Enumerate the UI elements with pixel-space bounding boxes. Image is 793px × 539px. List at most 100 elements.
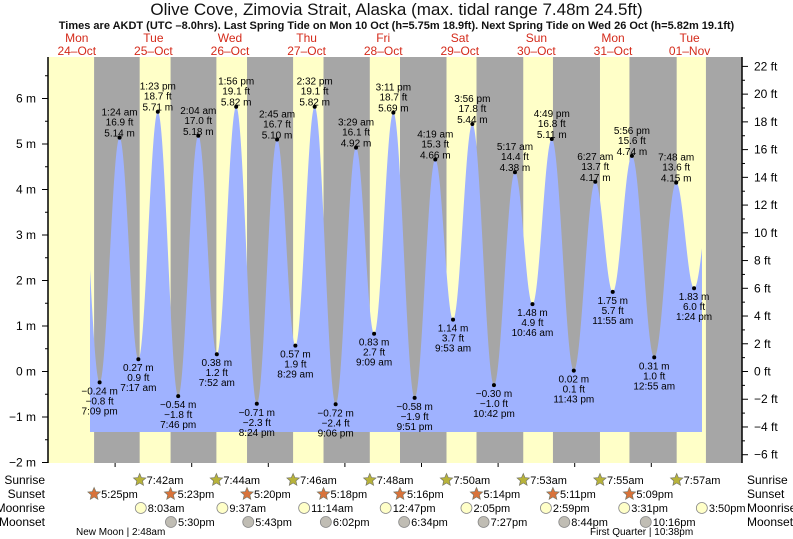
sunset-row-label-right: Sunset bbox=[747, 487, 785, 501]
sunset-time: 5:25pm bbox=[101, 489, 138, 501]
moonset-icon bbox=[639, 516, 652, 528]
day-labels: Mon24–OctTue25–OctWed26–OctThu27–OctFri2… bbox=[57, 31, 710, 58]
tide-time: 4:49 pm bbox=[534, 109, 570, 120]
moonrise-time: 8:03am bbox=[148, 503, 185, 515]
tide-height-m: 5.11 m bbox=[537, 130, 567, 141]
sunset-icon bbox=[239, 486, 255, 501]
moon-phase-first-quarter: First Quarter | 10:38pm bbox=[590, 527, 693, 538]
tide-height-m: 1.75 m bbox=[597, 296, 628, 307]
right-tick-label: −2 ft bbox=[754, 392, 778, 406]
left-tick-label: 4 m bbox=[16, 183, 36, 197]
tide-time: 6:27 am bbox=[577, 152, 613, 163]
moonset-time: 5:43pm bbox=[255, 517, 292, 529]
day-date: 27–Oct bbox=[287, 44, 326, 58]
tide-height-m: 4.38 m bbox=[500, 163, 531, 174]
moon-phase-new-moon: New Moon | 2:48am bbox=[76, 527, 165, 538]
tide-point bbox=[97, 380, 102, 385]
tide-time: 8:24 pm bbox=[239, 428, 275, 439]
sunrise-time: 7:57am bbox=[684, 475, 721, 487]
tide-point bbox=[136, 357, 141, 362]
moonrise-icon bbox=[618, 502, 631, 514]
tide-time: 7:46 pm bbox=[160, 420, 196, 431]
tide-height-m: −0.58 m bbox=[396, 402, 432, 413]
moonrise-icon bbox=[216, 502, 229, 514]
tide-height-m: 1.83 m bbox=[679, 292, 710, 303]
tide-height-ft: 13.7 ft bbox=[581, 162, 609, 173]
tide-height-ft: 14.4 ft bbox=[501, 152, 529, 163]
tide-time: 11:43 pm bbox=[553, 395, 594, 406]
sunrise-time: 7:46am bbox=[300, 475, 337, 487]
sunrise-time: 7:55am bbox=[607, 475, 644, 487]
tide-height-m: −0.71 m bbox=[239, 408, 275, 419]
sunset-time: 5:14pm bbox=[484, 489, 521, 501]
tide-height-m: −0.54 m bbox=[160, 400, 196, 411]
sunrise-icon bbox=[439, 472, 454, 487]
tide-height-m: 0.27 m bbox=[123, 363, 154, 374]
tide-time: 3:11 pm bbox=[376, 83, 411, 94]
tide-point bbox=[155, 109, 160, 114]
moonset-icon bbox=[398, 516, 411, 528]
tide-height-m: 0.57 m bbox=[280, 350, 311, 361]
sunset-time: 5:09pm bbox=[636, 489, 673, 501]
tide-height-m: −0.72 m bbox=[317, 408, 353, 419]
chart-title: Olive Cove, Zimovia Strait, Alaska (max.… bbox=[150, 0, 643, 19]
day-date: 01–Nov bbox=[669, 44, 710, 58]
left-tick-label: 3 m bbox=[16, 228, 36, 242]
tide-height-m: 5.18 m bbox=[183, 127, 214, 138]
right-tick-label: 4 ft bbox=[754, 309, 771, 323]
day-date: 26–Oct bbox=[211, 44, 250, 58]
tide-time: 7:09 pm bbox=[82, 406, 118, 417]
day-name: Thu bbox=[296, 31, 317, 45]
tide-time: 7:52 am bbox=[199, 378, 235, 389]
day-name: Sat bbox=[451, 31, 470, 45]
tide-point bbox=[412, 395, 417, 400]
moonrise-icon bbox=[695, 502, 708, 514]
sunset-icon bbox=[469, 486, 484, 501]
tide-point bbox=[571, 368, 576, 373]
moonrise-icon bbox=[298, 502, 311, 514]
tide-point bbox=[652, 355, 657, 360]
moonset-time: 7:27pm bbox=[491, 517, 528, 529]
tide-height-m: 0.02 m bbox=[559, 375, 590, 386]
tide-height-ft: 0.9 ft bbox=[127, 373, 149, 384]
tide-time: 1:24 pm bbox=[676, 312, 712, 323]
moonset-icon bbox=[165, 516, 177, 528]
day-date: 31–Oct bbox=[594, 44, 633, 58]
tide-height-m: 5.69 m bbox=[378, 104, 409, 115]
tide-height-ft: 16.1 ft bbox=[342, 128, 370, 139]
moonset-row-label: Moonset bbox=[0, 515, 46, 529]
tide-point bbox=[196, 133, 201, 138]
left-tick-label: 2 m bbox=[16, 274, 36, 288]
sunset-icon bbox=[87, 486, 102, 501]
tide-point bbox=[372, 331, 377, 336]
tide-height-ft: 16.8 ft bbox=[538, 119, 566, 130]
tide-height-ft: 19.1 ft bbox=[301, 87, 329, 98]
tide-point bbox=[530, 302, 535, 307]
tide-height-ft: 1.0 ft bbox=[643, 371, 665, 382]
tide-height-m: 0.83 m bbox=[359, 338, 390, 349]
day-name: Wed bbox=[218, 31, 242, 45]
tide-time: 8:29 am bbox=[277, 370, 313, 381]
moonset-time: 5:30pm bbox=[178, 517, 215, 529]
tide-time: 9:06 pm bbox=[318, 428, 354, 439]
tide-time: 3:56 pm bbox=[454, 94, 490, 105]
tide-time: 10:46 am bbox=[512, 328, 554, 339]
tide-point bbox=[433, 157, 438, 162]
tide-height-ft: 17.8 ft bbox=[458, 104, 486, 115]
tide-height-ft: −0.8 ft bbox=[86, 396, 114, 407]
tide-time: 7:17 am bbox=[120, 383, 156, 394]
sun-moon-rows: Sunrise Sunrise 7:42am 7:44am 7:46am 7:48am 7:… bbox=[0, 472, 793, 538]
moonrise-icon bbox=[540, 502, 552, 514]
moonrise-icon bbox=[134, 502, 147, 514]
tide-point bbox=[593, 179, 598, 184]
tide-time: 9:51 pm bbox=[397, 422, 433, 433]
tide-height-ft: 18.7 ft bbox=[379, 93, 407, 104]
tide-height-m: −0.30 m bbox=[476, 389, 512, 400]
tide-height-m: 5.14 m bbox=[104, 129, 135, 140]
tide-height-ft: 1.2 ft bbox=[206, 368, 228, 379]
right-tick-label: 2 ft bbox=[754, 337, 771, 351]
moonrise-time: 2:59pm bbox=[553, 503, 590, 515]
sunrise-icon bbox=[592, 472, 607, 487]
tide-point bbox=[512, 170, 517, 175]
